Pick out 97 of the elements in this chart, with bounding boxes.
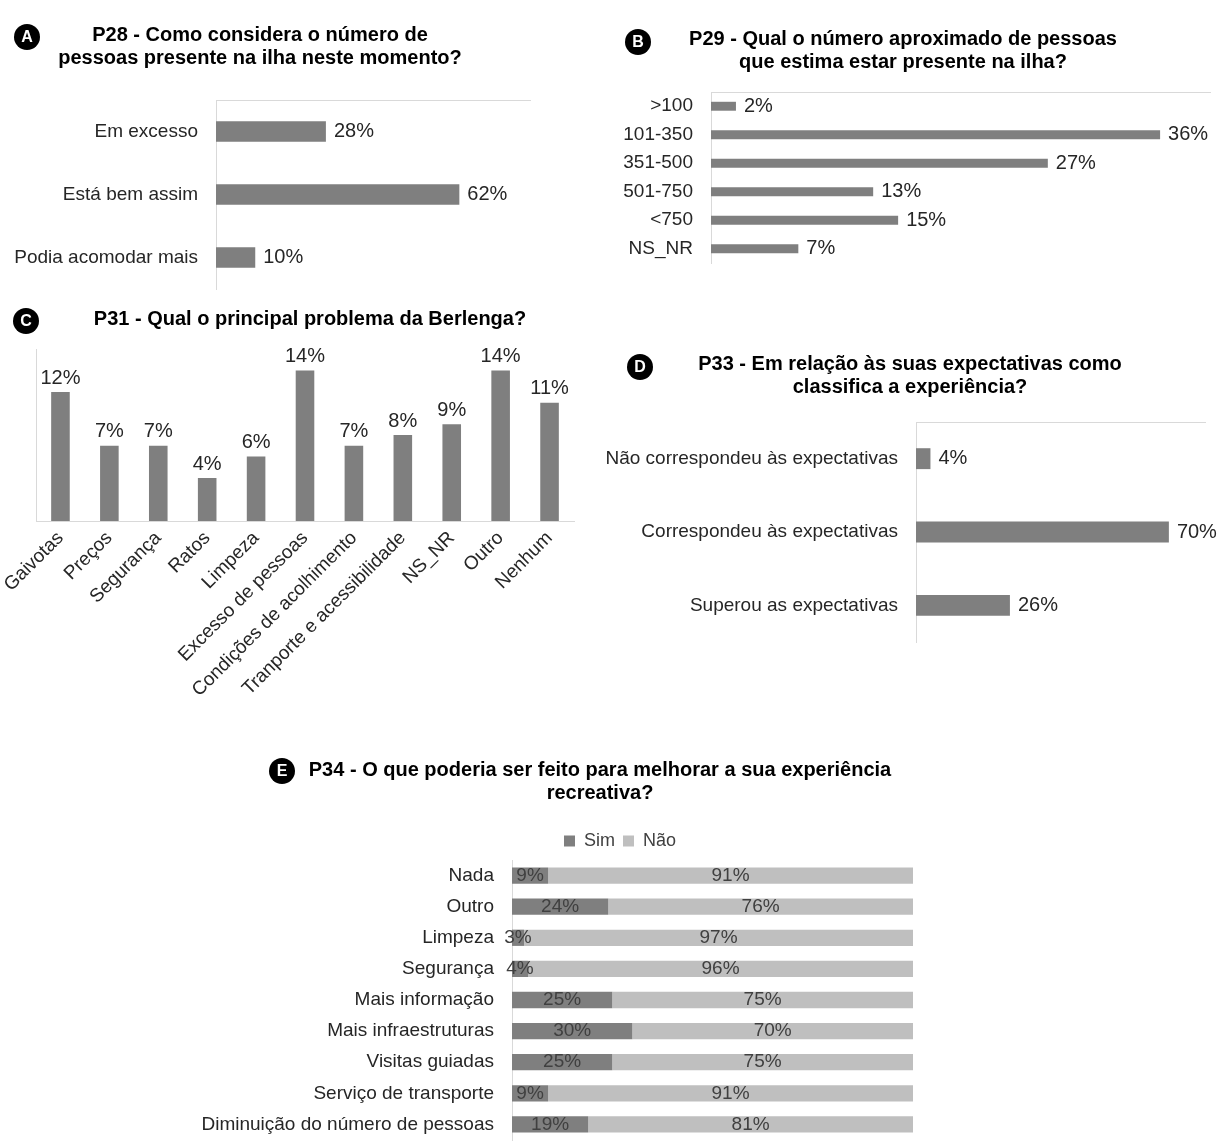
bar: [295, 370, 315, 521]
bar: [711, 215, 899, 225]
data-label: 30%: [553, 1019, 592, 1041]
bar: [246, 456, 266, 521]
y-tick-label: Correspondeu às expectativas: [641, 520, 898, 542]
chart-title: P29 - Qual o número aproximado de pessoas que estima estar presente na ilha?: [688, 27, 1118, 73]
y-tick-label: <750: [650, 208, 693, 230]
data-label: 36%: [1168, 122, 1209, 145]
data-label: 14%: [284, 344, 326, 367]
data-label: 76%: [741, 894, 780, 916]
text: D: [627, 354, 653, 380]
y-tick-label: Mais informação: [354, 988, 494, 1010]
data-label: 75%: [743, 1050, 782, 1072]
y-tick-label: 501-750: [623, 179, 693, 201]
data-label: 27%: [1055, 150, 1097, 173]
data-label: 19%: [531, 1112, 570, 1134]
data-label: 2%: [743, 93, 774, 116]
data-label: 13%: [881, 179, 922, 202]
data-label: 28%: [333, 119, 375, 142]
chart-title: P34 - O que poderia ser feito para melhorar a sua experiência recreativa?: [307, 758, 893, 804]
data-label: 9%: [516, 863, 544, 885]
y-tick-label: Diminuição do número de pessoas: [201, 1112, 494, 1134]
y-tick-label: Não correspondeu às expectativas: [605, 446, 898, 468]
y-tick-label: Mais infraestruturas: [327, 1019, 494, 1041]
text: E: [269, 758, 295, 784]
y-tick-label: Segurança: [402, 957, 495, 979]
y-tick-label: Limpeza: [422, 926, 495, 948]
y-tick-label: NS_NR: [628, 236, 693, 259]
data-label: 7%: [143, 419, 173, 442]
bar: [51, 392, 70, 521]
text: B: [625, 29, 651, 55]
bar: [197, 478, 217, 521]
data-label: 12%: [40, 365, 81, 388]
legend-label: Sim: [583, 829, 615, 850]
y-tick-label: Superou as expectativas: [689, 593, 898, 615]
bar: [711, 244, 799, 254]
bar: [344, 445, 364, 521]
y-tick-label: 351-500: [623, 151, 693, 173]
data-label: 97%: [699, 926, 738, 948]
data-label: 4%: [192, 451, 222, 474]
y-tick-label: Outro: [446, 894, 494, 916]
data-label: 4%: [938, 446, 968, 469]
legend-label: Não: [642, 829, 677, 850]
bar: [612, 1054, 913, 1071]
text: A: [14, 24, 40, 50]
y-tick-label: Podia acomodar mais: [14, 245, 198, 267]
bar: [711, 130, 1161, 140]
y-tick-label: Nada: [448, 863, 495, 885]
data-label: 7%: [806, 236, 836, 259]
data-label: 15%: [906, 207, 947, 230]
data-label: 26%: [1017, 592, 1059, 615]
bar: [100, 445, 119, 521]
bar: [632, 1022, 913, 1040]
bar: [491, 370, 510, 521]
y-tick-label: Visitas guiadas: [366, 1050, 494, 1072]
bar: [540, 402, 559, 521]
bar: [548, 867, 913, 884]
bar: [711, 187, 874, 197]
data-label: 62%: [467, 182, 508, 205]
bar: [548, 1085, 913, 1102]
data-label: 75%: [743, 988, 782, 1010]
data-label: 70%: [1176, 519, 1218, 542]
y-tick-label: Está bem assim: [62, 182, 198, 204]
bar: [711, 101, 736, 111]
y-tick-label: >100: [650, 94, 693, 116]
data-label: 10%: [263, 245, 304, 268]
chart-title: P31 - Qual o principal problema da Berlenga?: [92, 307, 528, 330]
data-label: 91%: [711, 863, 750, 885]
data-label: 70%: [753, 1019, 792, 1041]
data-label: 6%: [241, 430, 271, 453]
data-label: 11%: [530, 376, 570, 399]
y-tick-label: Serviço de transporte: [313, 1081, 494, 1103]
data-label: 24%: [541, 894, 580, 916]
data-label: 96%: [701, 957, 740, 979]
data-label: 7%: [339, 419, 369, 442]
bar: [148, 445, 168, 521]
data-label: 9%: [516, 1081, 544, 1103]
bar: [393, 435, 413, 521]
bar: [711, 158, 1048, 168]
chart-title: P33 - Em relação às suas expectativas como classifica a experiência?: [697, 352, 1123, 398]
data-label: 91%: [711, 1081, 750, 1103]
text: C: [13, 308, 39, 334]
y-tick-label: 101-350: [623, 122, 693, 144]
data-label: 9%: [437, 397, 467, 420]
data-label: 25%: [543, 1050, 582, 1072]
data-label: 25%: [543, 988, 582, 1010]
data-label: 81%: [731, 1112, 770, 1134]
bar: [442, 424, 462, 521]
chart-title: P28 - Como considera o número de pessoas presente na ilha neste momento?: [57, 23, 463, 69]
y-tick-label: Em excesso: [94, 119, 198, 141]
bar: [612, 991, 913, 1009]
data-label: 3%: [504, 926, 532, 948]
data-label: 7%: [94, 419, 125, 442]
bar: [608, 898, 913, 915]
bar: [588, 1116, 913, 1133]
data-label: 8%: [388, 408, 418, 431]
data-label: 14%: [480, 344, 521, 367]
